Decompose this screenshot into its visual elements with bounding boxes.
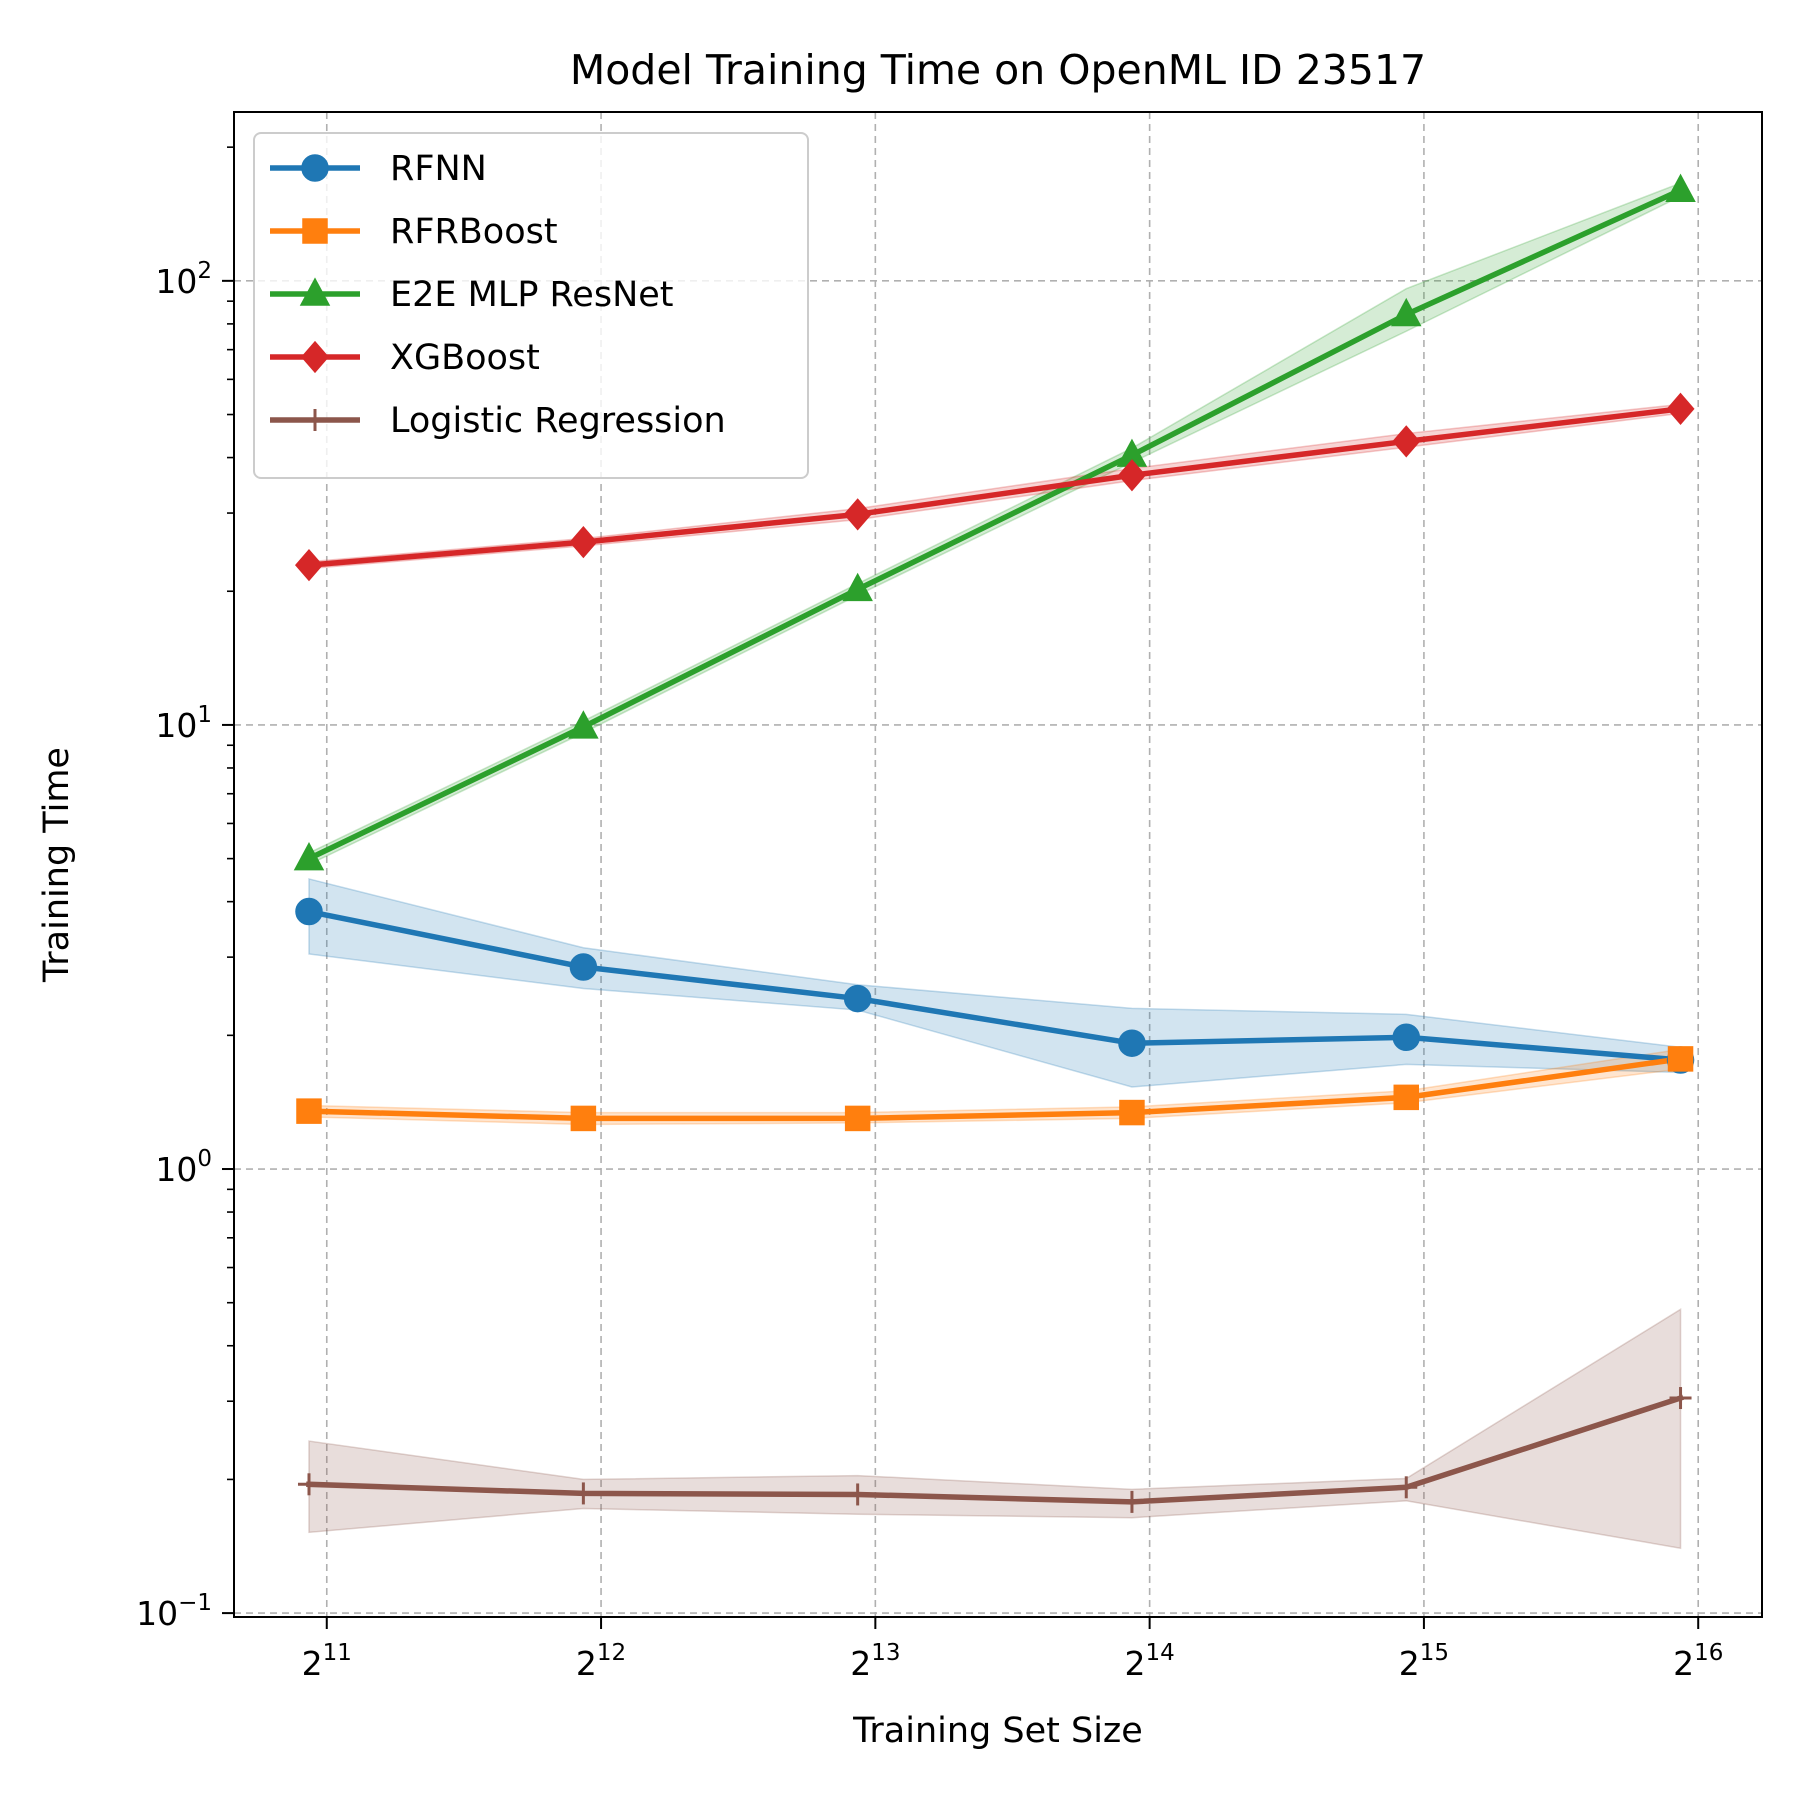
legend-box bbox=[253, 132, 809, 479]
plus-marker bbox=[846, 1483, 869, 1506]
diamond-marker bbox=[843, 498, 872, 531]
triangle-marker bbox=[1390, 297, 1422, 327]
circle-marker bbox=[295, 897, 323, 926]
square-marker bbox=[296, 1098, 322, 1124]
circle-marker bbox=[1392, 1023, 1421, 1052]
legend-label: Logistic Regression bbox=[390, 401, 726, 441]
x-tick-label: 212 bbox=[576, 1640, 626, 1683]
triangle-marker bbox=[299, 277, 331, 306]
rfrboost-markers bbox=[296, 1046, 1694, 1132]
plus-marker bbox=[297, 1473, 320, 1496]
square-marker bbox=[844, 1105, 871, 1132]
square-marker bbox=[570, 1105, 597, 1132]
x-tick-label: 214 bbox=[1124, 1640, 1174, 1683]
legend-item: XGBoost bbox=[270, 338, 540, 378]
diamond-marker bbox=[569, 525, 598, 559]
legend-label: E2E MLP ResNet bbox=[390, 275, 674, 315]
square-marker bbox=[1393, 1084, 1420, 1111]
circle-marker bbox=[843, 984, 872, 1013]
x-tick-label: 211 bbox=[302, 1640, 352, 1683]
e2e-mlp-resnet-line bbox=[305, 186, 1685, 863]
triangle-marker bbox=[1665, 173, 1696, 202]
legend-label: RFRBoost bbox=[390, 212, 558, 252]
y-tick-label: 101 bbox=[155, 702, 212, 745]
legend-item: RFNN bbox=[270, 149, 487, 189]
legend: RFNN RFRBoost E2E MLP ResNet XGBoost Logisti… bbox=[253, 132, 809, 479]
plot-area-frame bbox=[233, 111, 1763, 1618]
legend-label: RFNN bbox=[390, 149, 487, 189]
y-tick-label: 100 bbox=[155, 1146, 212, 1189]
series-markers bbox=[293, 173, 1696, 1513]
triangle-marker bbox=[293, 842, 325, 871]
y-axis-label: Training Time bbox=[37, 747, 77, 983]
legend-item: RFRBoost bbox=[270, 212, 558, 252]
triangle-marker bbox=[568, 710, 599, 739]
diamond-marker bbox=[301, 340, 329, 374]
logistic-regression-line bbox=[306, 1394, 1685, 1505]
square-marker bbox=[1667, 1046, 1694, 1072]
x-axis-label: Training Set Size bbox=[852, 1711, 1143, 1751]
circle-marker bbox=[569, 953, 598, 981]
circle-marker bbox=[1118, 1029, 1146, 1057]
y-tick-label: 10−1 bbox=[136, 1590, 212, 1633]
plus-marker bbox=[1120, 1490, 1143, 1513]
plus-marker bbox=[304, 409, 326, 431]
chart-title: Model Training Time on OpenML ID 23517 bbox=[570, 46, 1426, 94]
square-marker bbox=[1119, 1099, 1145, 1126]
xgboost-markers bbox=[294, 392, 1695, 582]
axis-ticks: 211 212 213 214 215 216 10−1 100 101 102 bbox=[136, 146, 1723, 1683]
plus-marker bbox=[1669, 1387, 1692, 1410]
circle-marker bbox=[301, 154, 329, 182]
plus-marker bbox=[1395, 1476, 1418, 1499]
legend-label: XGBoost bbox=[390, 338, 540, 378]
rfnn-line bbox=[305, 908, 1684, 1063]
x-tick-label: 215 bbox=[1399, 1640, 1449, 1683]
square-marker bbox=[302, 218, 328, 244]
e2e-mlp-resnet-markers bbox=[293, 173, 1696, 871]
y-tick-label: 102 bbox=[155, 258, 212, 301]
legend-item: E2E MLP ResNet bbox=[270, 275, 674, 315]
logistic-regression-markers bbox=[297, 1387, 1692, 1513]
legend-item: Logistic Regression bbox=[270, 401, 726, 441]
plus-marker bbox=[572, 1482, 595, 1505]
diamond-marker bbox=[1392, 425, 1421, 458]
diamond-marker bbox=[294, 548, 323, 582]
x-tick-label: 213 bbox=[850, 1640, 900, 1683]
x-tick-label: 216 bbox=[1673, 1640, 1723, 1683]
grid bbox=[234, 112, 1762, 1617]
triangle-marker bbox=[842, 572, 873, 602]
diamond-marker bbox=[1666, 392, 1695, 425]
rfrboost-line bbox=[306, 1055, 1684, 1122]
series-lines bbox=[305, 186, 1685, 1505]
xgboost-line bbox=[306, 405, 1684, 569]
diamond-marker bbox=[1117, 459, 1146, 492]
